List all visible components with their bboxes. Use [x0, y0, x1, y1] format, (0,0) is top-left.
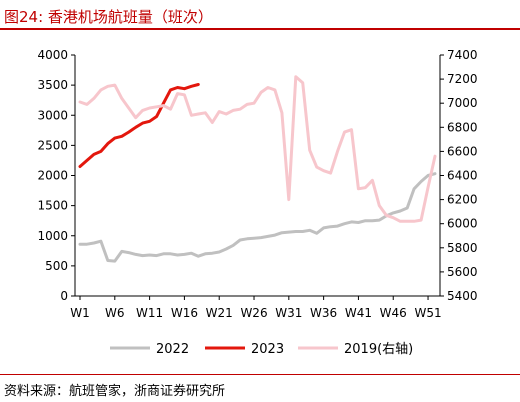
y-left-tick-label: 3500 [37, 78, 68, 92]
y-right-tick-label: 6000 [447, 217, 478, 231]
y-left-tick-label: 500 [45, 259, 68, 273]
x-tick-label: W21 [206, 306, 233, 320]
y-right-tick-label: 7200 [447, 72, 478, 86]
flight-volume-chart: 0 500 1000 1500 2000 2500 3000 3500 4000 5400 5600… [37, 48, 478, 357]
y-left-tick-label: 3000 [37, 108, 68, 122]
y-left-tick-label: 4000 [37, 48, 68, 62]
y-left-tick-label: 1000 [37, 229, 68, 243]
y-left-tick-label: 2000 [37, 169, 68, 183]
y-left-tick-label: 2500 [37, 138, 68, 152]
y-right-tick-label: 6800 [447, 120, 478, 134]
legend-label: 2019(右轴) [344, 342, 413, 357]
y-right-tick-label: 6200 [447, 193, 478, 207]
figure-title: 图24: 香港机场航班量（班次） [4, 8, 213, 26]
y-right-tick-label: 5600 [447, 265, 478, 279]
x-tick-label: W31 [275, 306, 302, 320]
x-tick-label: W16 [171, 306, 198, 320]
y-left-tick-label: 1500 [37, 199, 68, 213]
y-right-tick-label: 7400 [447, 48, 478, 62]
y-right-tick-label: 6400 [447, 169, 478, 183]
x-tick-label: W51 [414, 306, 441, 320]
series-line-2023 [78, 83, 200, 168]
y-right-tick-label: 6600 [447, 144, 478, 158]
title-rule [0, 28, 520, 30]
y-right-tick-label: 5400 [447, 289, 478, 303]
series-line-2019 [78, 75, 437, 223]
footer-rule [0, 374, 520, 375]
x-tick-label: W11 [136, 306, 163, 320]
x-tick-label: W1 [70, 306, 90, 320]
legend-label: 2023 [251, 342, 284, 357]
figure-title-bar: 图24: 香港机场航班量（班次） [0, 0, 520, 30]
y-left-tick-label: 0 [60, 289, 68, 303]
y-right-tick-label: 5800 [447, 241, 478, 255]
x-tick-label: W26 [240, 306, 267, 320]
x-tick-label: W36 [310, 306, 337, 320]
source-note: 资料来源：航班管家，浙商证券研究所 [4, 384, 226, 399]
x-tick-label: W41 [345, 306, 372, 320]
x-tick-label: W6 [105, 306, 125, 320]
series-line-2022 [78, 172, 437, 263]
x-tick-label: W46 [380, 306, 407, 320]
y-right-tick-label: 7000 [447, 96, 478, 110]
legend-label: 2022 [156, 342, 189, 357]
